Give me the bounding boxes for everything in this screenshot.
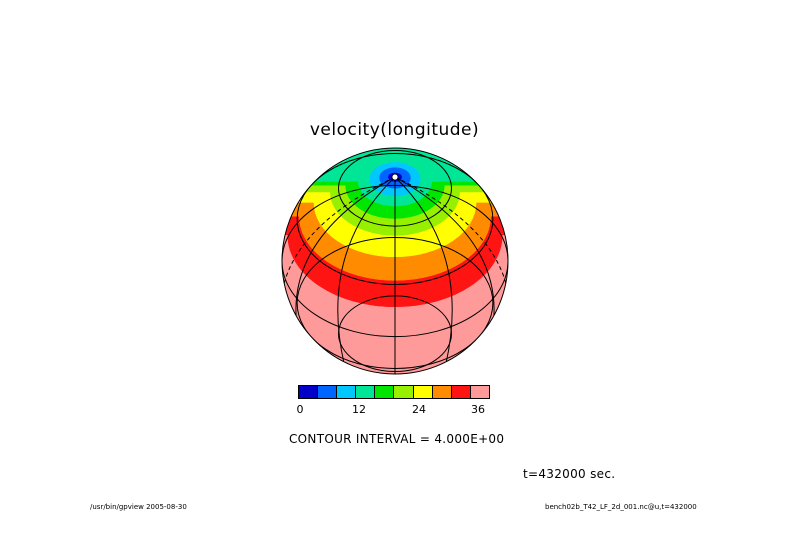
latitude-line-back: [338, 150, 452, 189]
footer-right-label: bench02b_T42_LF_2d_001.nc@u,t=432000: [545, 503, 697, 511]
colorbar-segment-1: [318, 386, 338, 398]
pole-marker: [391, 173, 399, 181]
meridian-line: [337, 176, 396, 365]
time-label: t=432000 sec.: [523, 467, 616, 481]
colorbar-segment-6: [413, 386, 433, 398]
meridian-line: [394, 176, 453, 365]
contour-interval-label: CONTOUR INTERVAL = 4.000E+00: [289, 432, 505, 446]
footer-left-label: /usr/bin/gpview 2005-08-30: [90, 503, 187, 511]
colorbar: [298, 385, 490, 399]
colorbar-tick-0: 0: [296, 403, 304, 416]
figure-title-text: velocity(longitude): [309, 120, 480, 140]
colorbar-tick-24: 24: [412, 403, 426, 416]
colorbar-segment-7: [432, 386, 452, 398]
colorbar-segment-8: [451, 386, 471, 398]
colorbar-segment-4: [375, 386, 395, 398]
colorbar-segment-0: [299, 386, 319, 398]
colorbar-segment-3: [356, 386, 376, 398]
figure-title: velocity(longitude): [0, 120, 789, 140]
colorbar-segment-9: [470, 386, 489, 398]
colorbar-segment-2: [337, 386, 357, 398]
globe-outline: [281, 147, 509, 375]
colorbar-tick-12: 12: [352, 403, 366, 416]
colorbar-segment-5: [394, 386, 414, 398]
colorbar-tick-36: 36: [471, 403, 485, 416]
